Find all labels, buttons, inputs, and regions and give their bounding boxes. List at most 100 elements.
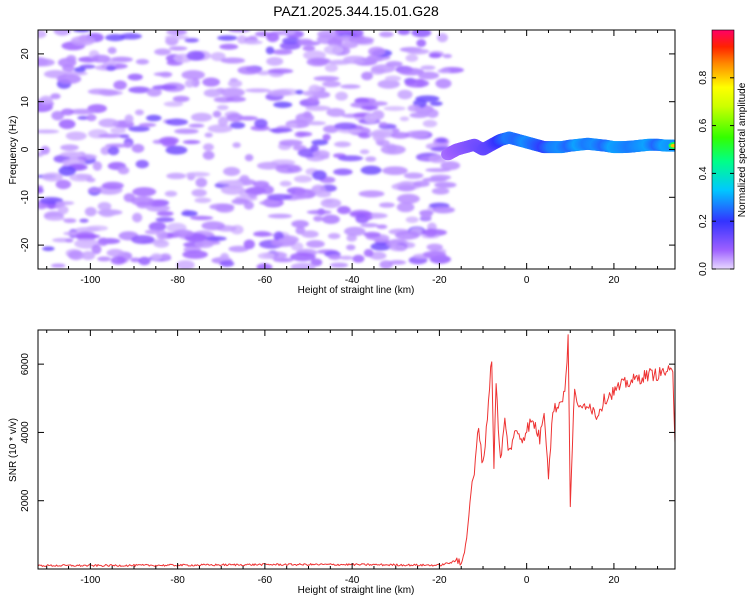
spectrogram-noise-blob — [62, 64, 75, 73]
spectrogram-noise-blob — [411, 30, 432, 38]
spectrogram-noise-blob — [257, 252, 275, 260]
snr-ticks: -100 -80 -60 -40 -20 0 20 2000 4000 6000 — [20, 330, 675, 586]
spectrogram-noise-blob — [291, 220, 309, 228]
spectrogram-noise-blob — [92, 161, 103, 171]
spectrogram-noise-blob — [418, 71, 440, 80]
spectrogram-noise-blob — [383, 106, 406, 112]
spectrogram-noise-blob — [358, 132, 371, 139]
spectrogram-noise-blob — [340, 84, 361, 89]
spectrogram-noise-blob — [107, 47, 117, 55]
colorbar-tick-label: 0.6 — [698, 118, 709, 132]
spectrogram-noise-blob — [382, 166, 408, 176]
spectrogram-noise-blob — [397, 89, 413, 100]
spectrogram-noise-blob — [172, 229, 194, 238]
spectrogram-noise-blob — [60, 151, 83, 158]
spectrogram-noise-blob — [174, 128, 199, 134]
spectrogram-noise-blob — [194, 240, 214, 249]
spectrogram-noise-blob — [163, 101, 184, 107]
spectrogram-noise-blob — [426, 109, 439, 118]
spectrogram-noise-blob — [426, 243, 443, 251]
spectrogram-signal-layer — [441, 131, 675, 161]
spectrogram-noise-blob — [430, 174, 452, 181]
spectrogram-noise-blob — [107, 146, 120, 156]
spectrogram-noise-blob — [195, 177, 208, 188]
spectrogram-noise-blob — [322, 214, 340, 225]
spectrogram-noise-blob — [396, 202, 415, 213]
spectrogram-noise-blob — [38, 30, 47, 39]
spectrogram-noise-blob — [334, 122, 357, 130]
spectrogram-noise-blob — [219, 252, 230, 263]
spectrogram-noise-blob — [105, 143, 129, 148]
spectrogram-noise-blob — [69, 173, 92, 182]
spectrogram-ylabel: Frequency (Hz) — [8, 116, 19, 185]
spectrogram-noise-blob — [295, 112, 315, 123]
spectrogram-noise-blob — [254, 118, 268, 129]
spectrogram-noise-blob — [182, 250, 208, 259]
spectrogram-noise-blob — [203, 88, 222, 98]
spectrogram-noise-blob — [388, 260, 407, 265]
spectrogram-noise-blob — [130, 257, 141, 263]
spectrogram-noise-blob — [358, 190, 385, 198]
spectrogram-noise-blob — [99, 208, 116, 218]
spectrogram-noise-blob — [389, 244, 407, 252]
spectrogram-noise-blob — [50, 263, 66, 268]
snr-xtick-label: -100 — [80, 575, 100, 586]
spectrogram-noise-blob — [201, 221, 226, 231]
spectrogram-noise-blob — [310, 258, 323, 267]
spectrogram-noise-blob — [322, 80, 341, 88]
spectrogram-noise-blob — [228, 245, 249, 253]
spectrogram-noise-blob — [146, 87, 162, 97]
spectrogram-noise-blob — [390, 131, 410, 139]
spectrogram-noise-blob — [105, 34, 126, 42]
spectrogram-noise-blob — [232, 142, 241, 148]
snr-frame — [37, 329, 676, 570]
spectrogram-noise-blob — [63, 218, 77, 224]
spectrogram-noise-blob — [184, 37, 199, 43]
spectrogram-noise-blob — [363, 231, 381, 238]
spectrogram-noise-blob — [106, 248, 125, 257]
spectrogram-noise-blob — [352, 254, 365, 263]
spectrogram-noise-blob — [343, 226, 366, 236]
spectrogram-noise-blob — [156, 210, 174, 217]
spectrogram-noise-blob — [384, 75, 402, 82]
spectrogram-noise-blob — [73, 30, 91, 33]
spectrogram-noise-blob — [138, 256, 151, 266]
spectrogram-noise-blob — [160, 253, 171, 261]
spectrogram-ytick-label: -20 — [20, 237, 31, 252]
spectrogram-noise-blob — [322, 133, 331, 141]
spectrogram-noise-blob — [219, 260, 235, 267]
spectrogram-noise-blob — [110, 256, 126, 265]
spectrogram-noise-blob — [313, 75, 340, 82]
spectrogram-noise-blob — [282, 37, 301, 45]
spectrogram-noise-blob — [267, 68, 294, 74]
spectrogram-noise-blob — [220, 57, 246, 64]
spectrogram-noise-blob — [219, 43, 239, 50]
spectrogram-noise-blob — [155, 217, 175, 223]
spectrogram-noise-blob — [342, 55, 367, 64]
spectrogram-noise-blob — [435, 78, 452, 89]
spectrogram-noise-blob — [294, 187, 306, 197]
spectrogram-noise-blob — [131, 143, 145, 153]
spectrogram-noise-blob — [371, 64, 396, 74]
colorbar: 0.0 0.2 0.4 0.6 0.8 Normalized spectral ampl… — [698, 29, 748, 276]
spectrogram-noise-blob — [65, 238, 74, 243]
spectrogram-noise-blob — [286, 122, 298, 128]
spectrogram-noise-blob — [293, 175, 313, 183]
spectrogram-noise-blob — [119, 134, 130, 139]
spectrogram-noise-blob — [75, 226, 101, 233]
spectrogram-noise-blob — [117, 166, 130, 175]
spectrogram-noise-blob — [396, 193, 420, 204]
spectrogram-noise-blob — [397, 184, 416, 192]
spectrogram-noise-blob — [172, 95, 190, 103]
spectrogram-noise-blob — [379, 31, 394, 38]
spectrogram-noise-blob — [422, 119, 438, 128]
spectrogram-noise-blob — [397, 30, 411, 36]
spectrogram-noise-blob — [376, 224, 388, 229]
spectrogram-noise-blob — [91, 244, 102, 255]
spectrogram-noise-blob — [153, 72, 173, 77]
spectrogram-noise-blob — [398, 67, 424, 76]
spectrogram-noise-blob — [301, 230, 319, 238]
spectrogram-signal-core — [670, 143, 675, 148]
spectrogram-ytick-label: 10 — [20, 96, 31, 108]
